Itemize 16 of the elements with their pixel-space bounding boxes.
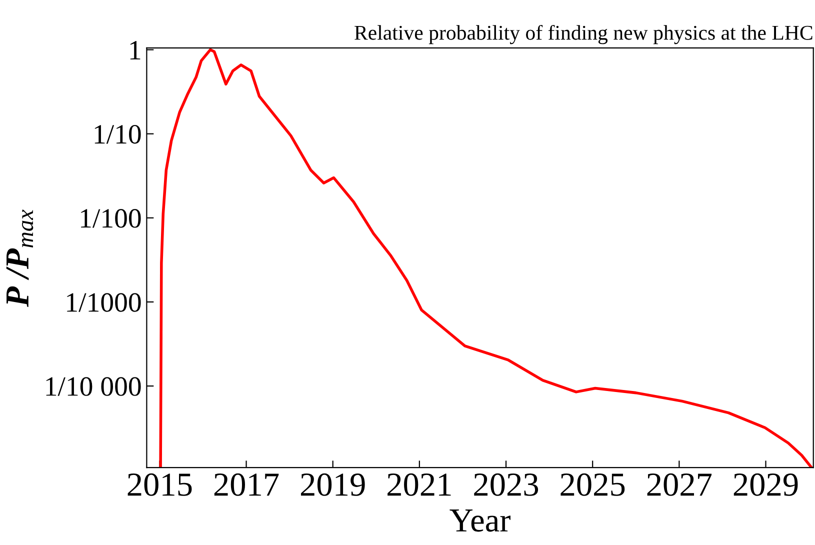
x-tick-label: 2021 [388,473,451,496]
y-tick-label: 1/1000 [67,293,141,312]
y-axis-title: P /P$_{max}$ [6,210,34,307]
y-tick-label: 1/100 [81,209,141,228]
x-tick-label: 2027 [647,473,712,496]
x-axis-title: Year [450,510,510,532]
y-tick-label: 1/10 [94,124,141,144]
x-tick-label: 2019 [300,473,365,496]
x-tick-label: 2023 [474,473,538,496]
chart-title: Relative probability of finding new physics at the LHC [354,24,812,44]
y-tick-label: 1/10 000 [46,377,141,396]
x-tick-label: 2015 [128,473,192,496]
x-tick-label: 2017 [214,473,279,496]
x-tick-label: 2025 [560,473,625,496]
y-tick-label: 1 [130,41,140,60]
x-tick-label: 2029 [734,473,798,496]
